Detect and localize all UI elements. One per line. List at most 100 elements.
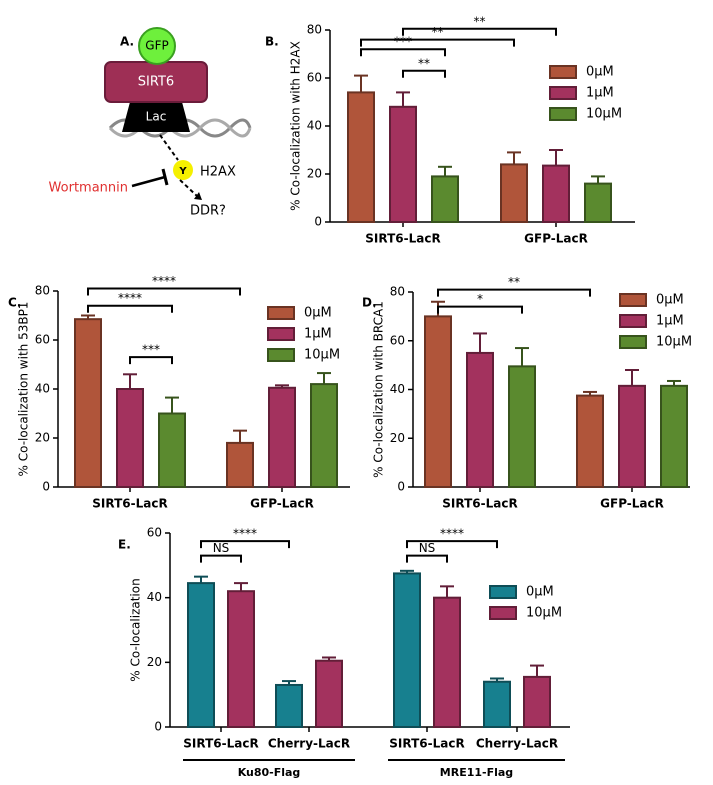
legend-swatch [549, 86, 577, 100]
group-label: Ku80-Flag [238, 766, 301, 779]
significance-bracket [129, 356, 173, 365]
chart: C. 0 20 40 60 80 % Co-localization with 53BP1 S… [8, 274, 350, 511]
bar [347, 91, 375, 224]
panel-label: B. [265, 35, 279, 49]
significance-label: *** [394, 35, 412, 49]
y-axis-label: % Co-localization [129, 578, 143, 681]
significance-label: **** [118, 291, 142, 305]
legend-label: 10μM [656, 335, 692, 350]
inhibit-line [131, 175, 166, 188]
y-tick-label: 20 [147, 655, 162, 669]
bar [618, 384, 646, 488]
legend-swatch [619, 293, 647, 307]
gfp-circle [138, 27, 176, 65]
label: Y [178, 166, 187, 177]
bar [158, 412, 186, 488]
bar [424, 315, 452, 488]
significance-bracket [402, 69, 446, 78]
bar [389, 105, 417, 223]
significance-label: NS [419, 541, 436, 555]
bar [433, 596, 461, 729]
chart: E. 0 20 40 60 % Co-localization SIRT6-LacR Cher… [118, 526, 570, 779]
bar [523, 675, 551, 729]
y-tick-label: 40 [35, 382, 50, 396]
group-label: MRE11-Flag [440, 766, 513, 779]
significance-label: NS [213, 541, 230, 555]
x-tick-label: SIRT6-LacR [442, 497, 517, 511]
legend-label: 1μM [304, 327, 332, 342]
legend-label: 1μM [586, 86, 614, 101]
y-axis-label: % Co-localization with H2AX [289, 41, 303, 211]
inhibit-bar [161, 168, 169, 186]
y-tick-label: 0 [42, 480, 50, 494]
y-tick-label: 40 [307, 119, 322, 133]
significance-bracket [437, 305, 523, 314]
legend-label: 10μM [586, 107, 622, 122]
legend-swatch [267, 327, 295, 341]
significance-label: **** [233, 527, 257, 541]
bar [483, 680, 511, 729]
chart: D. 0 20 40 60 80 % Co-localization with BRCA1 S… [362, 275, 692, 510]
phospho-circle [173, 160, 193, 180]
bar [227, 590, 255, 729]
legend-label: 0μM [586, 65, 614, 80]
bar [310, 383, 338, 489]
bar [315, 659, 343, 729]
x-tick-label: GFP-LacR [250, 497, 314, 511]
legend-label: 1μM [656, 314, 684, 329]
y-tick-label: 60 [147, 526, 162, 540]
y-tick-label: 0 [154, 720, 162, 734]
significance-bracket [360, 48, 446, 57]
significance-label: ** [508, 275, 520, 289]
y-tick-label: 80 [307, 23, 322, 37]
legend-label: 0μM [656, 293, 684, 308]
diagram: A. GFP SIRT6 Lac Y H2AX Wortmannin DDR? [49, 27, 252, 219]
significance-label: ** [432, 25, 444, 39]
significance-label: * [477, 292, 483, 306]
legend-swatch [489, 606, 517, 620]
bar [74, 318, 102, 488]
arrow-line [179, 179, 198, 197]
y-tick-label: 0 [397, 480, 405, 494]
significance-bracket [406, 540, 498, 549]
y-tick-label: 80 [390, 285, 405, 299]
y-tick-label: 40 [390, 382, 405, 396]
y-tick-label: 80 [35, 284, 50, 298]
legend-swatch [619, 335, 647, 349]
y-tick-label: 20 [390, 431, 405, 445]
significance-bracket [200, 554, 242, 563]
significance-bracket [406, 554, 448, 563]
significance-label: *** [142, 343, 160, 357]
label: Lac [146, 110, 167, 124]
panel-label: D. [362, 296, 377, 310]
x-tick-label: SIRT6-LacR [389, 737, 464, 751]
x-tick-label: GFP-LacR [600, 497, 664, 511]
legend-swatch [619, 314, 647, 328]
significance-bracket [87, 304, 173, 313]
bar [584, 182, 612, 224]
legend-label: 0μM [526, 585, 554, 600]
significance-bracket [87, 287, 241, 296]
significance-label: **** [440, 527, 464, 541]
bar [500, 163, 528, 223]
x-tick-label: Cherry-LacR [476, 737, 558, 751]
x-tick-label: SIRT6-LacR [92, 497, 167, 511]
label: H2AX [200, 165, 236, 180]
panel-label: C. [8, 296, 21, 310]
y-tick-label: 40 [147, 590, 162, 604]
legend-swatch [489, 585, 517, 599]
x-tick-label: SIRT6-LacR [365, 232, 440, 246]
significance-bracket [437, 288, 591, 297]
y-tick-label: 20 [35, 431, 50, 445]
significance-bracket [200, 540, 290, 549]
significance-label: ** [418, 56, 430, 70]
label: Wortmannin [49, 181, 128, 196]
dashed-link [159, 134, 179, 161]
bar [660, 384, 688, 488]
legend-swatch [267, 306, 295, 320]
y-axis-label: % Co-localization with BRCA1 [372, 301, 386, 478]
bar [275, 683, 303, 729]
bar [576, 394, 604, 488]
bar [187, 582, 215, 728]
